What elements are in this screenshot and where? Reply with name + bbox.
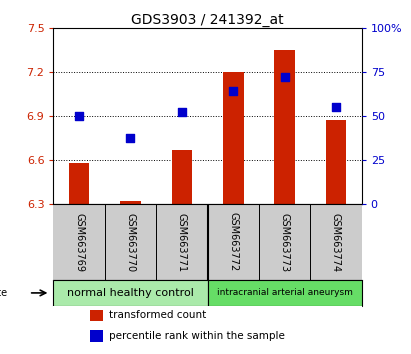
Text: GSM663773: GSM663773 bbox=[279, 212, 290, 272]
Text: GSM663770: GSM663770 bbox=[125, 212, 136, 272]
Text: GSM663772: GSM663772 bbox=[228, 212, 238, 272]
Bar bbox=[53, 280, 208, 306]
Bar bbox=[69, 163, 90, 204]
Title: GDS3903 / 241392_at: GDS3903 / 241392_at bbox=[131, 13, 284, 27]
Text: disease state: disease state bbox=[0, 288, 7, 298]
Point bbox=[127, 135, 134, 141]
Bar bbox=[90, 310, 103, 321]
Point bbox=[178, 109, 185, 114]
Bar bbox=[90, 330, 103, 342]
Text: GSM663774: GSM663774 bbox=[331, 212, 341, 272]
Point bbox=[76, 113, 82, 119]
Point bbox=[333, 104, 339, 110]
Bar bbox=[172, 150, 192, 204]
Bar bbox=[120, 201, 141, 204]
Point bbox=[281, 74, 288, 79]
Bar bbox=[326, 120, 346, 204]
Text: GSM663769: GSM663769 bbox=[74, 212, 84, 272]
Bar bbox=[223, 72, 243, 204]
Text: percentile rank within the sample: percentile rank within the sample bbox=[109, 331, 285, 341]
Point bbox=[230, 88, 237, 94]
Bar bbox=[208, 280, 362, 306]
Text: intracranial arterial aneurysm: intracranial arterial aneurysm bbox=[217, 289, 353, 297]
Text: transformed count: transformed count bbox=[109, 310, 206, 320]
Text: normal healthy control: normal healthy control bbox=[67, 288, 194, 298]
Bar bbox=[275, 50, 295, 204]
Text: GSM663771: GSM663771 bbox=[177, 212, 187, 272]
